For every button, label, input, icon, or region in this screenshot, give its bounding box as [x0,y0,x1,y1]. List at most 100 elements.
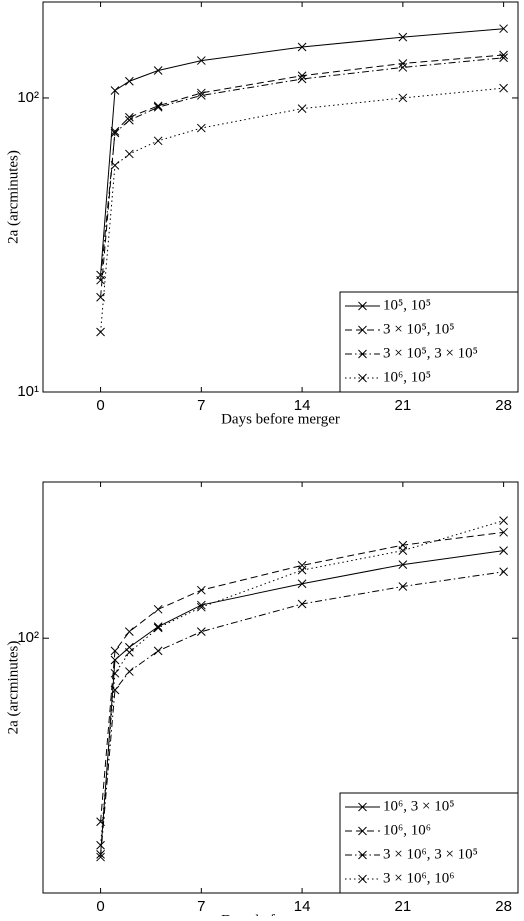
y-tick-label: 10² [17,629,39,646]
legend-marker [358,325,367,335]
legend-marker [358,826,367,836]
marker [110,128,120,138]
marker [125,667,134,676]
legend-box [339,792,519,894]
marker [110,685,120,695]
marker [398,582,408,591]
marker [499,527,508,537]
marker [153,623,163,633]
marker [110,160,120,170]
x-tick-label: 21 [395,397,412,414]
legend-label: 3 × 10⁵, 3 × 10⁵ [383,345,478,361]
marker [196,88,206,98]
x-tick-label: 28 [495,898,512,915]
x-axis-label: Days before merger [221,411,340,427]
panel: 0 7 14 21 28 10² Days before merger 2a (arcminu… [5,481,519,921]
marker [153,622,163,631]
plot-frame [42,481,519,894]
x-tick-label: 7 [197,898,205,915]
x-axis-label: Days before merger [221,912,340,916]
marker [196,123,206,133]
series-line [100,571,504,858]
marker [398,546,408,555]
series-line [100,28,504,276]
legend-label: 3 × 10⁵, 10⁵ [383,321,454,337]
series-line [100,57,504,281]
marker [96,275,105,285]
marker [398,32,408,42]
panel: 0 7 14 21 28 10¹ 10² Days before merger 2a (arcm… [5,1,519,427]
marker [398,59,408,68]
legend: 10⁵, 10⁵ 3 × 10⁵, 10⁵ 3 × 10⁵, 3 × 10⁵ 10⁶,… [339,291,519,393]
legend-label: 10⁶, 10⁶ [383,822,431,838]
x-tick-label: 21 [395,898,412,915]
legend: 10⁶, 3 × 10⁵ 10⁶, 10⁶ 3 × 10⁶, 3 × 10⁵ 3 × … [339,792,519,894]
marker [297,599,307,609]
marker [297,565,307,575]
marker [499,24,508,34]
marker [398,63,408,72]
legend-box [339,291,519,393]
y-tick-label: 10¹ [17,383,39,400]
x-tick-label: 0 [96,898,104,915]
x-tick-label: 7 [197,397,205,414]
y-tick-label: 10² [17,89,39,106]
series-line [100,54,504,298]
marker [125,76,134,86]
marker [499,516,508,525]
marker [499,83,508,93]
legend-label: 3 × 10⁶, 10⁶ [383,870,454,886]
marker [125,149,134,159]
marker [110,668,120,678]
legend-label: 10⁵, 10⁵ [383,297,431,313]
x-tick-label: 14 [294,898,311,915]
marker [153,646,163,656]
marker [297,42,307,52]
legend-label: 10⁶, 3 × 10⁵ [383,798,454,814]
x-tick-label: 28 [495,397,512,414]
marker [196,585,206,595]
legend-marker [358,874,367,884]
marker [398,93,408,103]
series-line [100,87,504,333]
marker [499,50,508,60]
y-axis-label: 2a (arcminutes) [5,150,21,244]
marker [196,600,206,610]
legend-marker [358,850,367,860]
marker [96,327,105,337]
marker [110,646,120,656]
marker [110,126,120,136]
marker [153,101,163,111]
marker [153,66,163,75]
marker [125,115,134,125]
legend-marker [358,373,367,383]
marker [125,648,134,657]
marker [499,567,508,577]
marker [96,840,105,850]
marker [196,91,206,100]
legend-marker [358,802,367,812]
marker [196,602,206,612]
marker [153,102,163,112]
x-tick-label: 0 [96,397,104,414]
y-axis-label: 2a (arcminutes) [5,641,21,735]
marker [153,136,163,146]
marker [398,560,408,569]
x-tick-label: 14 [294,397,311,414]
plot-frame [42,1,519,393]
marker [153,604,163,614]
marker [297,74,307,84]
marker [297,104,307,113]
legend-marker [358,301,367,311]
marker [499,546,508,555]
marker [196,56,206,65]
marker [110,86,120,95]
series-line [100,531,504,822]
legend-label: 10⁶, 10⁵ [383,369,431,385]
marker [125,627,134,637]
legend-marker [358,349,367,359]
marker [110,655,120,665]
marker [125,112,134,122]
legend-label: 3 × 10⁶, 3 × 10⁵ [383,846,478,862]
